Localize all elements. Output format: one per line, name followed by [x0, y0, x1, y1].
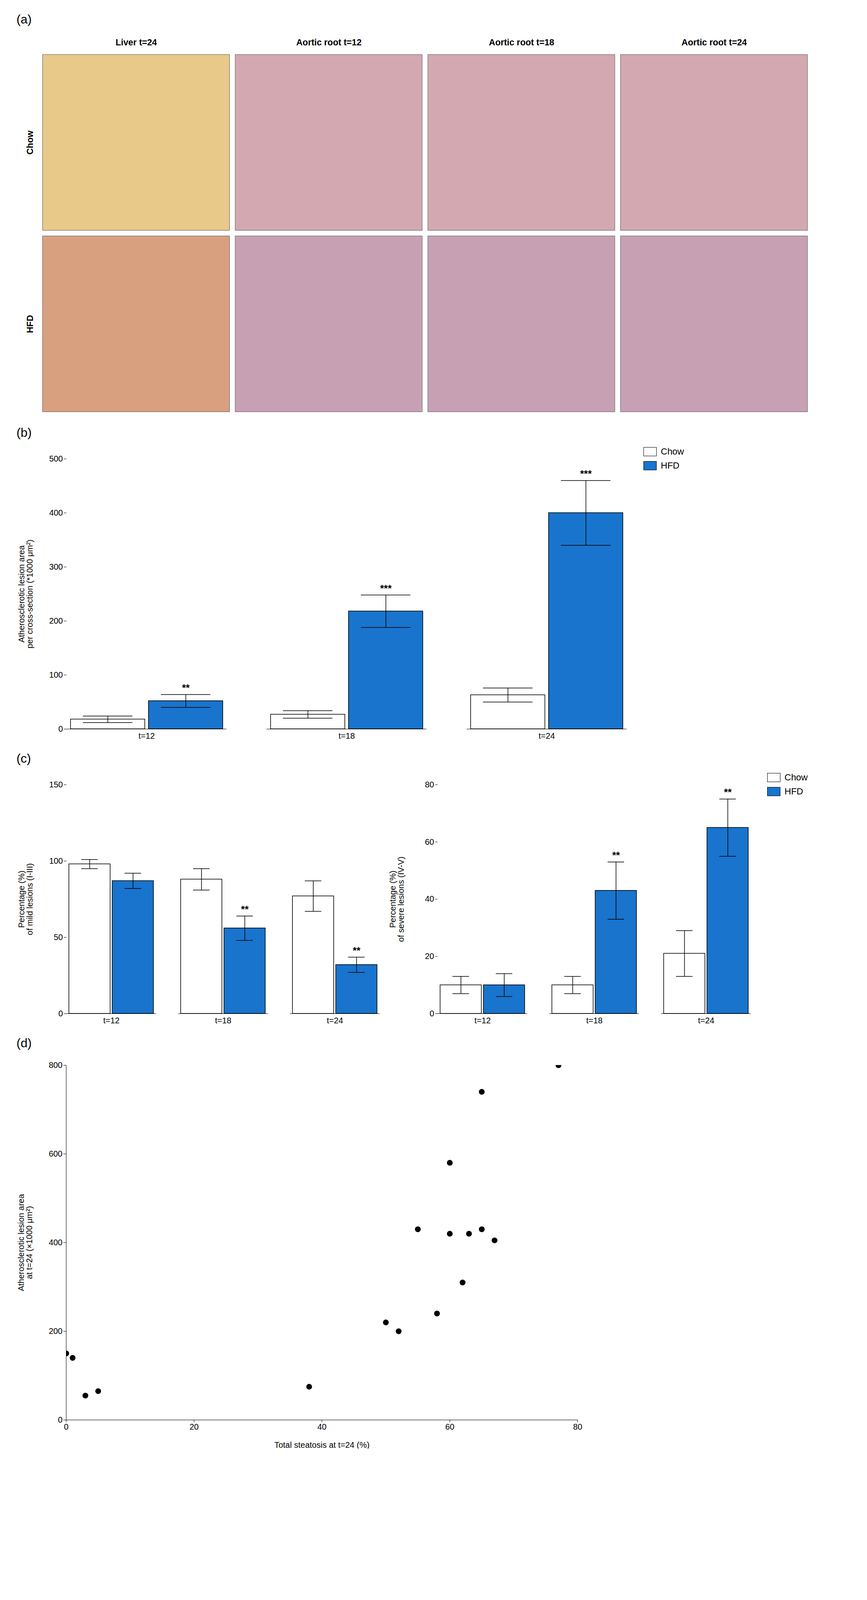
html-text:(d): (d) [16, 1035, 32, 1050]
svg-text:20: 20 [424, 951, 434, 961]
svg-text:200: 200 [49, 615, 63, 625]
svg-text:Atherosclerotic lesion areaper: Atherosclerotic lesion areaper cross-sec… [16, 539, 35, 649]
svg-text:Chow: Chow [25, 130, 36, 155]
svg-text:***: *** [579, 467, 592, 479]
svg-text:20: 20 [189, 1421, 199, 1431]
svg-text:Aortic root t=18: Aortic root t=18 [488, 37, 555, 48]
svg-text:0: 0 [57, 1414, 63, 1424]
svg-text:**: ** [723, 786, 732, 798]
svg-text:0: 0 [58, 723, 63, 733]
svg-text:50: 50 [53, 932, 63, 942]
svg-text:Percentage (%)of mild lesions: Percentage (%)of mild lesions (I-III) [16, 862, 35, 935]
svg-text:600: 600 [48, 1148, 63, 1158]
html-text:HFD: HFD [660, 460, 680, 471]
svg-text:Liver t=24: Liver t=24 [115, 37, 157, 48]
svg-text:Aortic root t=24: Aortic root t=24 [681, 37, 747, 48]
svg-text:60: 60 [445, 1421, 455, 1431]
svg-text:t=18: t=18 [338, 730, 355, 740]
svg-text:**: ** [612, 849, 620, 861]
html-text:(a): (a) [16, 12, 32, 26]
svg-text:0: 0 [58, 1008, 63, 1018]
svg-text:**: ** [240, 903, 249, 915]
svg-text:400: 400 [48, 1237, 63, 1247]
svg-text:t=24: t=24 [697, 1015, 714, 1025]
svg-text:300: 300 [49, 561, 63, 571]
html-text:HFD: HFD [784, 785, 804, 797]
svg-text:40: 40 [424, 894, 434, 904]
svg-text:t=24: t=24 [326, 1015, 343, 1025]
svg-text:0: 0 [429, 1008, 434, 1018]
html-text:Chow: Chow [784, 771, 808, 783]
svg-text:500: 500 [49, 453, 63, 463]
svg-text:t=12: t=12 [138, 730, 155, 740]
svg-text:HFD: HFD [25, 315, 36, 334]
svg-text:**: ** [352, 944, 361, 956]
svg-text:400: 400 [49, 507, 63, 517]
svg-text:80: 80 [424, 779, 434, 789]
svg-text:40: 40 [317, 1421, 327, 1431]
svg-text:**: ** [181, 681, 190, 693]
svg-text:Aortic root t=12: Aortic root t=12 [296, 37, 362, 48]
svg-text:t=24: t=24 [538, 730, 555, 740]
svg-text:Percentage (%)of severe lesion: Percentage (%)of severe lesions (IV-V) [388, 856, 406, 942]
svg-text:t=18: t=18 [586, 1015, 603, 1025]
svg-text:0: 0 [63, 1421, 69, 1431]
svg-text:t=18: t=18 [214, 1015, 231, 1025]
html-text:(c): (c) [16, 751, 31, 765]
svg-text:Atherosclerotic lesion areaat: Atherosclerotic lesion areaat t=24 (×100… [16, 1193, 34, 1292]
svg-text:150: 150 [49, 779, 63, 789]
svg-text:60: 60 [424, 836, 434, 846]
svg-text:200: 200 [48, 1326, 63, 1336]
svg-text:***: *** [379, 582, 392, 594]
svg-text:t=12: t=12 [474, 1015, 491, 1025]
svg-text:80: 80 [572, 1421, 582, 1431]
svg-text:100: 100 [49, 855, 63, 865]
html-text:(b): (b) [16, 425, 32, 440]
svg-text:t=12: t=12 [103, 1015, 120, 1025]
svg-text:800: 800 [48, 1060, 63, 1070]
svg-text:100: 100 [49, 669, 63, 679]
html-text:Chow: Chow [660, 446, 684, 457]
svg-text:Total steatosis at t=24 (%): Total steatosis at t=24 (%) [274, 1439, 370, 1449]
